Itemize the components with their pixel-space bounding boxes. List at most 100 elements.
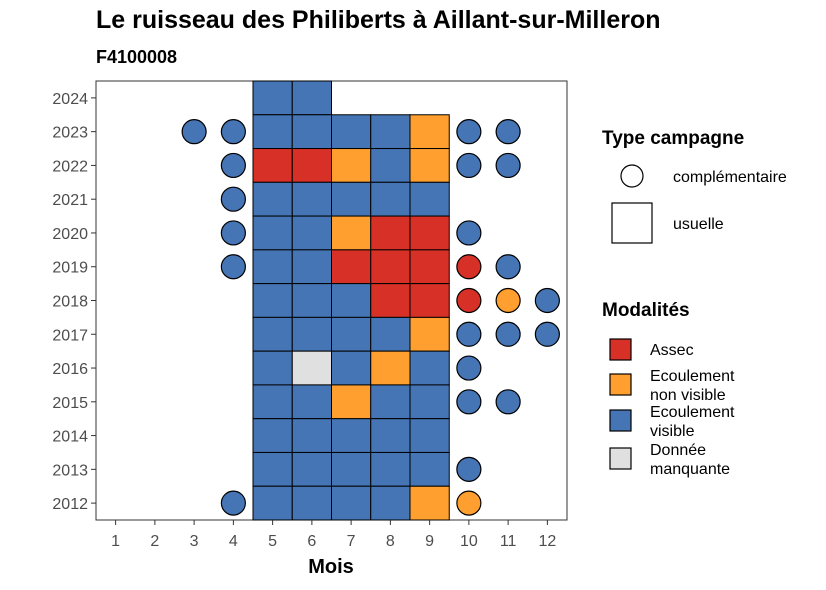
tile-2013-7	[331, 451, 372, 487]
point-2023-3	[181, 119, 207, 145]
tile-2021-7	[331, 181, 372, 217]
y-tick-label-2016: 2016	[52, 361, 88, 378]
point-2019-4	[220, 254, 246, 280]
tile-2021-6	[291, 181, 332, 217]
point-2017-11	[495, 321, 521, 347]
point-2023-10	[456, 119, 482, 145]
tile-2020-7	[331, 215, 372, 251]
x-tick-label-6: 6	[307, 533, 316, 550]
tile-2014-9	[409, 418, 450, 453]
tile-2012-5	[252, 485, 293, 521]
tile-2019-5	[252, 249, 293, 285]
tile-2012-6	[291, 485, 332, 521]
y-tick-label-2014: 2014	[52, 429, 88, 446]
tile-2017-7	[331, 316, 372, 352]
y-tick-label-2012: 2012	[52, 496, 88, 513]
tile-2022-9	[409, 148, 450, 183]
point-2022-4	[220, 152, 246, 179]
point-2012-10	[456, 490, 482, 516]
tile-2018-8	[370, 283, 411, 318]
tile-2017-8	[370, 316, 411, 352]
x-axis-title: Mois	[308, 556, 354, 578]
point-2022-11	[495, 152, 521, 179]
tile-2021-5	[252, 181, 293, 217]
tile-2020-5	[252, 215, 293, 251]
tile-2016-9	[409, 350, 450, 386]
x-tick-label-11: 11	[500, 533, 517, 550]
tile-2019-6	[291, 249, 332, 285]
y-tick-label-2024: 2024	[52, 91, 88, 108]
tile-2023-7	[331, 114, 372, 150]
tile-2018-6	[291, 283, 332, 318]
y-tick-label-2021: 2021	[52, 192, 88, 209]
y-tick-label-2022: 2022	[52, 158, 88, 175]
legend-modality-key-M	[609, 447, 632, 470]
y-tick-label-2013: 2013	[52, 462, 88, 479]
tile-2017-9	[409, 316, 450, 352]
tile-2014-8	[370, 418, 411, 453]
x-tick-label-4: 4	[229, 533, 238, 550]
tile-2014-7	[331, 418, 372, 453]
tile-2023-9	[409, 114, 450, 150]
point-2017-10	[456, 321, 482, 347]
legend-modality-line: visible	[650, 423, 695, 440]
point-2022-10	[456, 152, 482, 179]
tile-2024-5	[252, 80, 293, 116]
tile-2016-8	[370, 350, 411, 386]
x-tick-label-12: 12	[538, 533, 556, 550]
tile-2021-9	[409, 181, 450, 217]
legend-campaign-key-C	[620, 164, 644, 188]
tile-2023-8	[370, 114, 411, 150]
point-2013-10	[456, 456, 482, 482]
point-2023-4	[220, 119, 246, 145]
tile-2012-7	[331, 485, 372, 521]
tile-2015-5	[252, 384, 293, 420]
legend-modalities-title: Modalités	[602, 300, 690, 321]
tile-2020-9	[409, 215, 450, 251]
tile-2022-6	[291, 148, 332, 183]
point-2016-10	[456, 355, 482, 381]
tile-2015-8	[370, 384, 411, 420]
tile-2023-5	[252, 114, 293, 150]
legend-modality-key-A	[609, 338, 632, 361]
tile-2022-5	[252, 148, 293, 183]
point-2015-10	[456, 389, 482, 415]
tile-2016-5	[252, 350, 293, 386]
point-2018-10	[456, 287, 482, 314]
legend-modality-line: Donnée	[650, 442, 706, 459]
chart-title: Le ruisseau des Philiberts à Aillant-sur…	[96, 6, 661, 34]
legend-campaign-title: Type campagne	[602, 128, 744, 149]
tile-2016-7	[331, 350, 372, 386]
tile-2018-9	[409, 283, 450, 318]
point-2019-10	[456, 254, 482, 280]
tile-2017-5	[252, 316, 293, 352]
legend-modality-label-V: Ecoulement visible	[650, 404, 735, 440]
point-2020-10	[456, 220, 482, 246]
point-2018-11	[495, 287, 521, 314]
x-tick-label-8: 8	[386, 533, 395, 550]
y-tick-label-2020: 2020	[52, 226, 88, 243]
tile-2017-6	[291, 316, 332, 352]
tile-2022-8	[370, 148, 411, 183]
legend-modality-line: manquante	[650, 461, 730, 478]
point-2023-11	[495, 119, 521, 145]
legend-modality-line: Ecoulement	[650, 404, 735, 421]
tile-2013-8	[370, 451, 411, 487]
tile-2016-6	[291, 350, 332, 386]
point-2021-4	[220, 186, 246, 212]
x-tick-label-10: 10	[460, 533, 478, 550]
legend-campaign-label-U: usuelle	[673, 216, 724, 233]
tile-2013-9	[409, 451, 450, 487]
point-2019-11	[495, 254, 521, 280]
data-marks	[181, 80, 560, 521]
tile-2014-6	[291, 418, 332, 453]
tile-2018-5	[252, 283, 293, 318]
legend-modality-key-N	[609, 373, 632, 396]
x-tick-label-5: 5	[268, 533, 277, 550]
chart-subtitle: F4100008	[96, 47, 178, 67]
tile-2015-7	[331, 384, 372, 420]
tile-2024-6	[291, 80, 332, 116]
tile-2012-8	[370, 485, 411, 521]
tile-2021-8	[370, 181, 411, 217]
